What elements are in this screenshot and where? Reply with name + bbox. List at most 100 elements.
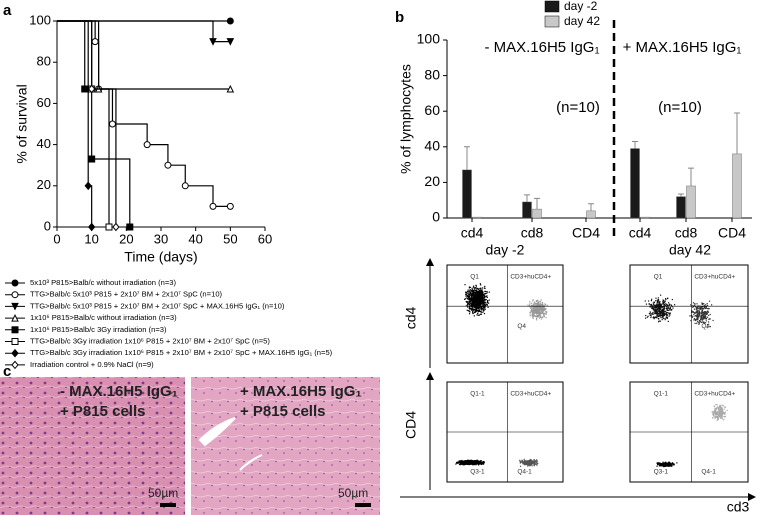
histology-image xyxy=(191,377,380,515)
dot xyxy=(704,317,706,319)
dot xyxy=(714,411,716,414)
dot xyxy=(539,309,541,311)
bar xyxy=(586,210,596,219)
dot xyxy=(470,463,472,465)
dot xyxy=(480,463,483,466)
dot xyxy=(475,460,477,462)
dot xyxy=(525,461,527,463)
dot xyxy=(660,310,663,312)
dot xyxy=(472,310,474,313)
dot xyxy=(720,412,723,414)
tissue-gap xyxy=(198,417,263,471)
dot xyxy=(464,460,467,462)
dot xyxy=(480,290,482,292)
dot xyxy=(486,303,488,306)
dot xyxy=(476,314,478,316)
dot xyxy=(519,465,522,467)
dot xyxy=(661,310,664,312)
error-bar xyxy=(734,112,740,154)
dot xyxy=(531,306,533,308)
dot xyxy=(519,461,522,463)
dot xyxy=(700,307,702,309)
dot xyxy=(482,294,484,296)
dot xyxy=(484,293,486,295)
dot xyxy=(534,463,536,466)
dot xyxy=(657,317,660,319)
dot xyxy=(472,303,474,305)
dot xyxy=(461,459,463,462)
dot xyxy=(531,462,533,464)
annotation: (n=10) xyxy=(556,99,600,116)
dot xyxy=(672,307,674,309)
dot xyxy=(667,307,669,309)
dot xyxy=(721,407,723,409)
dot xyxy=(481,299,483,301)
dot xyxy=(471,301,474,303)
dot xyxy=(480,296,483,298)
dot xyxy=(665,313,667,315)
dot xyxy=(666,315,668,317)
dot xyxy=(523,458,525,460)
dot xyxy=(668,464,670,467)
dot xyxy=(472,297,474,299)
flow-title: day 42 xyxy=(669,242,711,258)
dot xyxy=(482,291,484,293)
dot xyxy=(715,409,717,411)
dot xyxy=(481,300,484,302)
dot xyxy=(479,294,481,296)
marker xyxy=(11,360,19,370)
dot xyxy=(480,461,482,463)
dot xyxy=(689,315,691,317)
dot xyxy=(483,294,486,296)
dot xyxy=(475,302,477,305)
dot xyxy=(694,304,696,306)
dot xyxy=(543,314,545,317)
dot xyxy=(480,308,482,310)
dot xyxy=(662,461,664,463)
dot xyxy=(469,289,471,291)
dot xyxy=(662,314,665,316)
dot xyxy=(472,298,475,301)
dot xyxy=(472,296,474,298)
scale-bar xyxy=(355,503,371,507)
dot xyxy=(532,310,534,313)
dot xyxy=(712,413,714,416)
dot xyxy=(666,309,669,311)
dot xyxy=(694,303,696,305)
dot xyxy=(531,309,533,312)
legend-label: Irradiation control + 0.9% NaCl (n=9) xyxy=(30,360,154,369)
dot xyxy=(542,305,544,307)
quadrant-label: Q1-1 xyxy=(470,391,485,398)
dot xyxy=(526,462,528,464)
dot xyxy=(667,320,669,322)
marker xyxy=(11,326,19,334)
dot xyxy=(468,310,471,312)
dot xyxy=(466,305,468,307)
dot xyxy=(475,304,477,306)
dot xyxy=(655,304,657,306)
dot xyxy=(466,309,468,311)
dot xyxy=(484,296,486,298)
dot xyxy=(696,317,698,319)
dot xyxy=(461,461,463,463)
dot xyxy=(705,311,708,313)
dot xyxy=(653,312,655,314)
dot xyxy=(476,300,478,302)
dot xyxy=(536,312,539,315)
dot xyxy=(650,303,652,306)
dot xyxy=(459,460,462,462)
dot xyxy=(719,404,721,406)
dot xyxy=(657,315,659,317)
dot xyxy=(458,462,460,464)
dot xyxy=(665,465,667,467)
dot xyxy=(478,307,481,309)
dot xyxy=(708,314,710,317)
dot xyxy=(480,288,482,290)
dot xyxy=(701,309,703,312)
dot xyxy=(538,306,541,308)
dot xyxy=(538,314,540,316)
dot xyxy=(537,304,539,306)
dot xyxy=(542,309,544,311)
dot xyxy=(486,300,489,302)
dot xyxy=(529,304,531,307)
